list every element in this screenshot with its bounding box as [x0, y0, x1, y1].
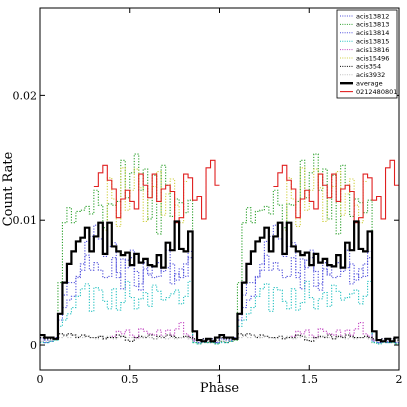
series-line-acis13816: [291, 322, 377, 341]
series-line-acis15496: [102, 167, 189, 231]
legend-label: acis3932: [356, 71, 385, 79]
x-tick-label: 1: [216, 373, 223, 386]
legend-label: acis13816: [356, 46, 389, 54]
series-line-acis13816: [111, 322, 198, 341]
x-tick-label: 0: [37, 373, 44, 386]
x-axis: 0 0.5 1 1.5 2: [37, 8, 403, 386]
legend-label: acis13815: [356, 38, 389, 46]
x-tick-label: 1.5: [301, 373, 319, 386]
series-line-acis13815: [40, 280, 399, 345]
x-tick-label: 0.5: [121, 373, 139, 386]
series-line-acis3932: [40, 334, 399, 342]
legend-label: acis13814: [356, 29, 389, 37]
y-tick-label: 0.02: [13, 89, 38, 102]
legend-label: acis13813: [356, 21, 389, 29]
x-axis-label: Phase: [200, 381, 240, 396]
plot-area: [40, 153, 399, 345]
legend-label: average: [356, 80, 383, 88]
legend-label: acis354: [356, 63, 381, 71]
series-line-average: [40, 220, 399, 343]
legend: acis13812acis13813acis13814acis13815acis…: [336, 9, 398, 99]
y-tick-label: 0.01: [13, 214, 38, 227]
series-line-0212480801: [93, 159, 220, 224]
series-line-acis354: [40, 333, 399, 342]
x-tick-label: 2: [396, 373, 403, 386]
series-line-acis13812: [40, 249, 399, 344]
legend-label: 0212480801: [356, 88, 397, 96]
y-tick-label: 0: [30, 339, 37, 352]
legend-label: acis13812: [356, 12, 389, 20]
legend-label: acis15496: [356, 54, 389, 62]
y-axis: 0 0.01 0.02: [13, 89, 399, 352]
series-line-acis13814: [40, 224, 399, 344]
series-line-acis15496: [282, 167, 368, 231]
y-axis-label: Count Rate: [1, 151, 16, 226]
series-line-0212480801: [273, 159, 399, 224]
